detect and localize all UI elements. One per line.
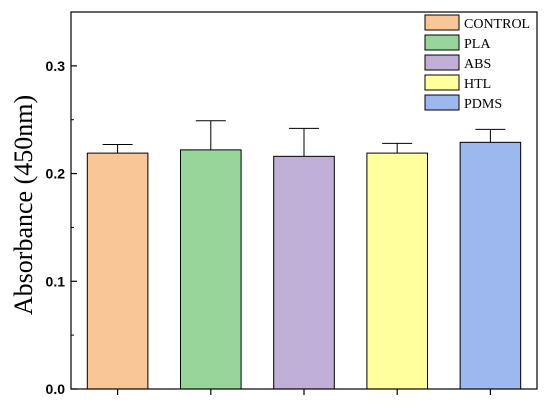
y-tick-label: 0.3 [46,58,66,74]
legend-label-pla: PLA [464,37,491,52]
plot-content [86,120,522,390]
y-axis-title: Absorbance (450nm) [9,95,38,315]
legend-label-pdms: PDMS [464,97,502,112]
bar-htl [366,152,428,390]
y-tick-label: 0.1 [46,273,66,289]
y-tick-label: 0.0 [46,381,66,397]
x-axis [116,389,491,395]
legend-label-control: CONTROL [464,17,530,32]
legend-swatch-pla [424,34,460,51]
legend-swatch-htl [424,74,460,91]
bar-abs [273,155,335,390]
bar-pdms [459,141,522,390]
legend: CONTROL PLA ABS HTL PDMS [424,14,530,112]
y-tick-label: 0.2 [46,166,66,182]
legend-swatch-control [424,14,460,31]
legend-swatch-pdms [424,94,460,111]
bar-pla [180,149,242,390]
legend-swatch-abs [424,54,460,71]
bar-control [86,152,149,390]
legend-label-abs: ABS [464,57,491,72]
y-axis: 0.0 0.1 0.2 0.3 [46,11,77,397]
legend-label-htl: HTL [464,77,491,92]
